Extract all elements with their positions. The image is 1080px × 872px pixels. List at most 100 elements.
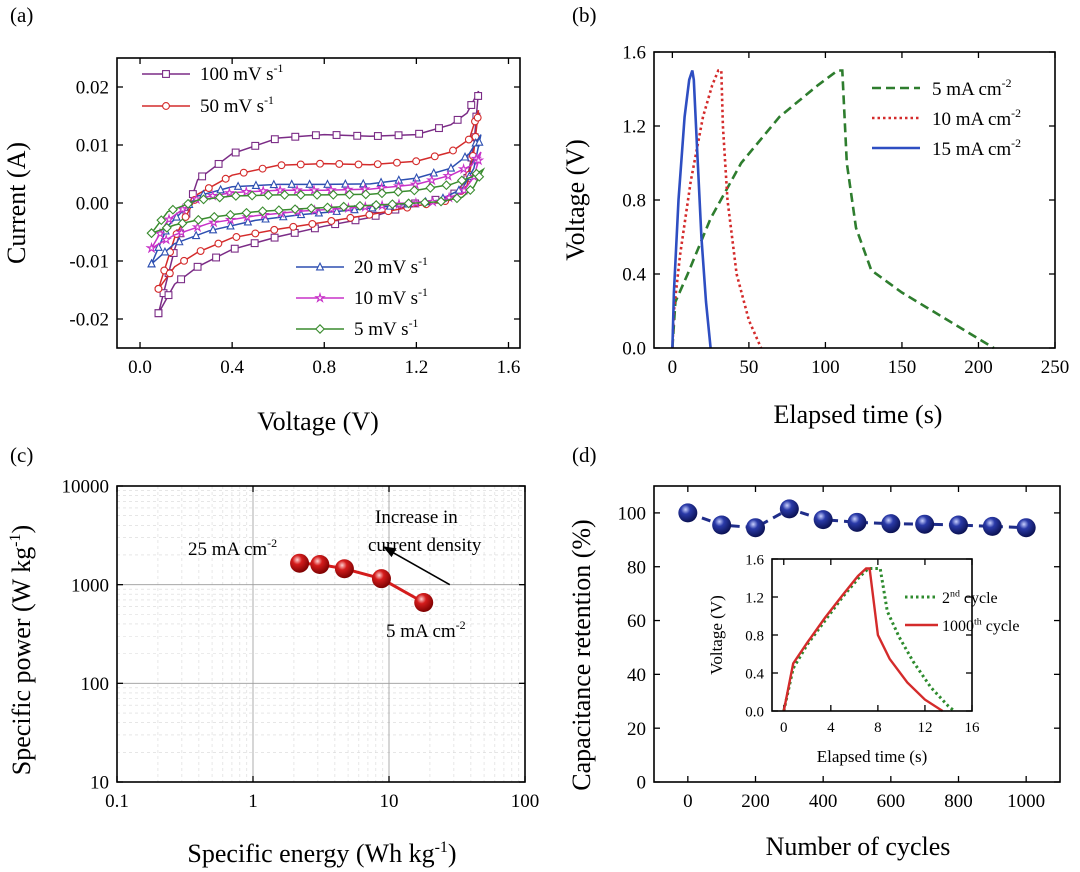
cv-marker	[387, 199, 398, 210]
panel-b-x-tick-label: 250	[1041, 357, 1070, 378]
annotation-25ma: 25 mA cm-2	[188, 536, 277, 560]
inset-y-tick-label: 0.0	[745, 704, 764, 720]
panel-b-y-tick-label: 0.0	[622, 339, 646, 360]
panel-b-x-tick-label: 100	[811, 357, 840, 378]
panel-d-y-tick-label: 0	[637, 773, 647, 794]
cv-marker	[312, 189, 323, 200]
panel-d-points	[678, 499, 1036, 538]
panel-d-inset: 0 4 8 12 16 0.0 0.4 0.8 1.2 1.6 Elapsed time (s)…	[707, 552, 1019, 766]
cv-marker	[430, 152, 439, 161]
cv-marker	[377, 188, 387, 199]
panel-d-y-tick-label: 60	[627, 611, 646, 632]
cv-marker	[373, 132, 382, 140]
cv-marker	[394, 131, 403, 140]
cv-marker	[419, 197, 430, 208]
annotation-increase-line2: current density	[368, 535, 482, 556]
cv-marker	[180, 256, 189, 265]
cv-marker	[291, 184, 303, 196]
retention-point	[779, 499, 799, 519]
cv-marker	[250, 239, 259, 248]
cv-marker	[232, 233, 241, 241]
panel-d-y-axis-label: Capacitance retention (%)	[567, 519, 596, 790]
cv-marker	[160, 233, 172, 245]
cv-marker	[426, 174, 438, 186]
cv-marker	[451, 193, 462, 204]
retention-point	[881, 514, 901, 534]
panel-a-x-tick-labels: 0.0 0.4 0.8 1.2 1.6	[128, 357, 520, 378]
cv-marker	[436, 196, 447, 207]
cv-marker	[154, 309, 163, 318]
cv-marker	[204, 184, 213, 193]
cv-marker	[240, 185, 253, 197]
inset-legend: 2nd cycle 1000th cycle	[905, 588, 1019, 635]
panel-a-y-axis-label: Current (A)	[2, 142, 31, 264]
cv-marker	[167, 204, 178, 215]
panel-d-x-tick-label: 400	[809, 791, 838, 812]
cv-marker	[216, 184, 225, 194]
cv-marker	[409, 178, 422, 190]
inset-background	[759, 555, 959, 715]
cv-marker	[191, 230, 201, 240]
cv-marker	[308, 219, 317, 228]
cv-marker	[290, 204, 301, 215]
panel-d-y-tick-label: 20	[627, 719, 646, 740]
panel-d-x-tick-label: 600	[877, 791, 906, 812]
cv-marker	[472, 154, 485, 166]
panel-c-arrow	[382, 546, 451, 586]
cv-marker	[191, 221, 204, 233]
panel-c-x-tick-label: 1	[248, 791, 258, 812]
legend-label: 20 mV s-1	[354, 255, 428, 278]
cv-marker	[161, 222, 172, 233]
cv-marker	[270, 135, 279, 144]
inset-x-tick-label: 4	[827, 720, 835, 736]
gcd-curve	[671, 69, 995, 350]
legend-label: 2nd cycle	[942, 588, 998, 607]
panel-b-x-tick-labels: 0 50 100 150 200 250	[668, 357, 1070, 378]
panel-d-x-tick-label: 1000	[1007, 791, 1045, 812]
cv-marker	[464, 135, 473, 144]
cv-marker	[176, 203, 189, 215]
cv-marker	[241, 207, 252, 218]
cv-marker	[146, 228, 157, 239]
cv-marker	[335, 159, 344, 168]
ragone-point	[334, 559, 354, 579]
inset-x-tick-label: 16	[965, 720, 981, 736]
cv-marker	[263, 190, 274, 201]
legend-label: 5 mV s-1	[354, 317, 418, 340]
cv-marker	[251, 141, 260, 150]
legend-swatch-marker	[314, 291, 326, 303]
panel-b-curves	[671, 69, 995, 350]
inset-x-tick-label: 0	[780, 720, 788, 736]
panel-d-x-tick-labels: 0 200 400 600 800 1000	[683, 791, 1045, 812]
inset-y-tick-label: 0.8	[745, 628, 764, 644]
cv-marker	[291, 132, 300, 141]
panel-d-y-tick-label: 40	[627, 665, 646, 686]
cv-marker	[209, 211, 220, 222]
panel-a-x-tick-label: 0.0	[128, 357, 152, 378]
inset-y-axis-label: Voltage (V)	[707, 595, 726, 674]
retention-point	[847, 512, 867, 532]
cv-marker	[279, 189, 290, 200]
cv-marker	[233, 181, 243, 190]
cv-marker	[239, 168, 248, 177]
cv-marker	[175, 236, 184, 246]
cv-marker	[425, 182, 436, 193]
cv-marker	[393, 186, 404, 197]
cv-marker	[214, 239, 223, 248]
panel-b-x-axis-label: Elapsed time (s)	[774, 400, 943, 429]
cv-marker	[251, 180, 261, 190]
panel-c-x-tick-label: 100	[511, 791, 540, 812]
panel-d-x-tick-label: 800	[944, 791, 973, 812]
inset-y-tick-label: 1.2	[745, 590, 764, 606]
inset-x-axis-label: Elapsed time (s)	[817, 747, 927, 766]
cv-marker	[247, 190, 258, 201]
inset-y-tick-labels: 0.0 0.4 0.8 1.2 1.6	[745, 552, 764, 720]
cv-marker	[311, 131, 320, 140]
cv-marker	[223, 186, 236, 198]
inset-frame	[771, 558, 973, 712]
panel-a-y-tick-label: -0.01	[69, 252, 109, 273]
retention-point	[712, 515, 732, 535]
cv-marker	[277, 161, 286, 170]
